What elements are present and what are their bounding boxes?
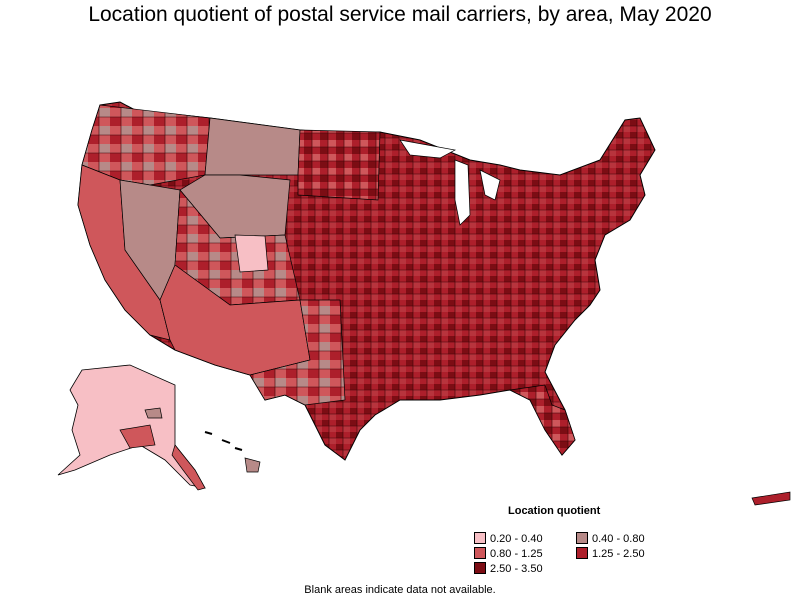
legend-swatch-4	[474, 562, 486, 574]
map-title: Location quotient of postal service mail…	[88, 3, 712, 26]
alaska-panhandle	[171, 444, 206, 491]
arizona-newmexico	[159, 264, 311, 376]
legend-item-3: 1.25 - 2.50	[576, 547, 645, 561]
legend-label-3: 1.25 - 2.50	[592, 548, 645, 560]
dakotas	[297, 129, 381, 201]
legend-swatch-0	[474, 532, 486, 544]
legend-item-2: 0.80 - 1.25	[474, 547, 543, 561]
legend-item-0: 0.20 - 0.40	[474, 532, 543, 546]
legend-label-1: 0.40 - 0.80	[592, 533, 645, 545]
montana	[204, 117, 301, 176]
legend-swatch-1	[576, 532, 588, 544]
puerto-rico	[751, 491, 791, 506]
alaska-area-2	[119, 424, 156, 449]
legend-item-4: 2.50 - 3.50	[474, 562, 543, 576]
alaska-area-3	[144, 407, 163, 419]
legend-label-0: 0.20 - 0.40	[490, 533, 543, 545]
legend-label-2: 0.80 - 1.25	[490, 548, 543, 560]
legend-swatch-2	[474, 547, 486, 559]
legend-item-1: 0.40 - 0.80	[576, 532, 645, 546]
lake-michigan	[454, 159, 471, 226]
west-texas	[249, 299, 346, 406]
florida	[508, 384, 576, 456]
footnote: Blank areas indicate data not available.	[304, 584, 496, 596]
hawaii-big-island	[244, 457, 261, 473]
lake-superior	[399, 139, 457, 159]
legend-swatch-3	[576, 547, 588, 559]
legend-label-4: 2.50 - 3.50	[490, 563, 543, 575]
lake-huron	[479, 169, 501, 201]
legend-title: Location quotient	[508, 505, 601, 517]
hawaii-islands	[204, 431, 243, 451]
low-lq-area-wyoming	[234, 234, 269, 273]
